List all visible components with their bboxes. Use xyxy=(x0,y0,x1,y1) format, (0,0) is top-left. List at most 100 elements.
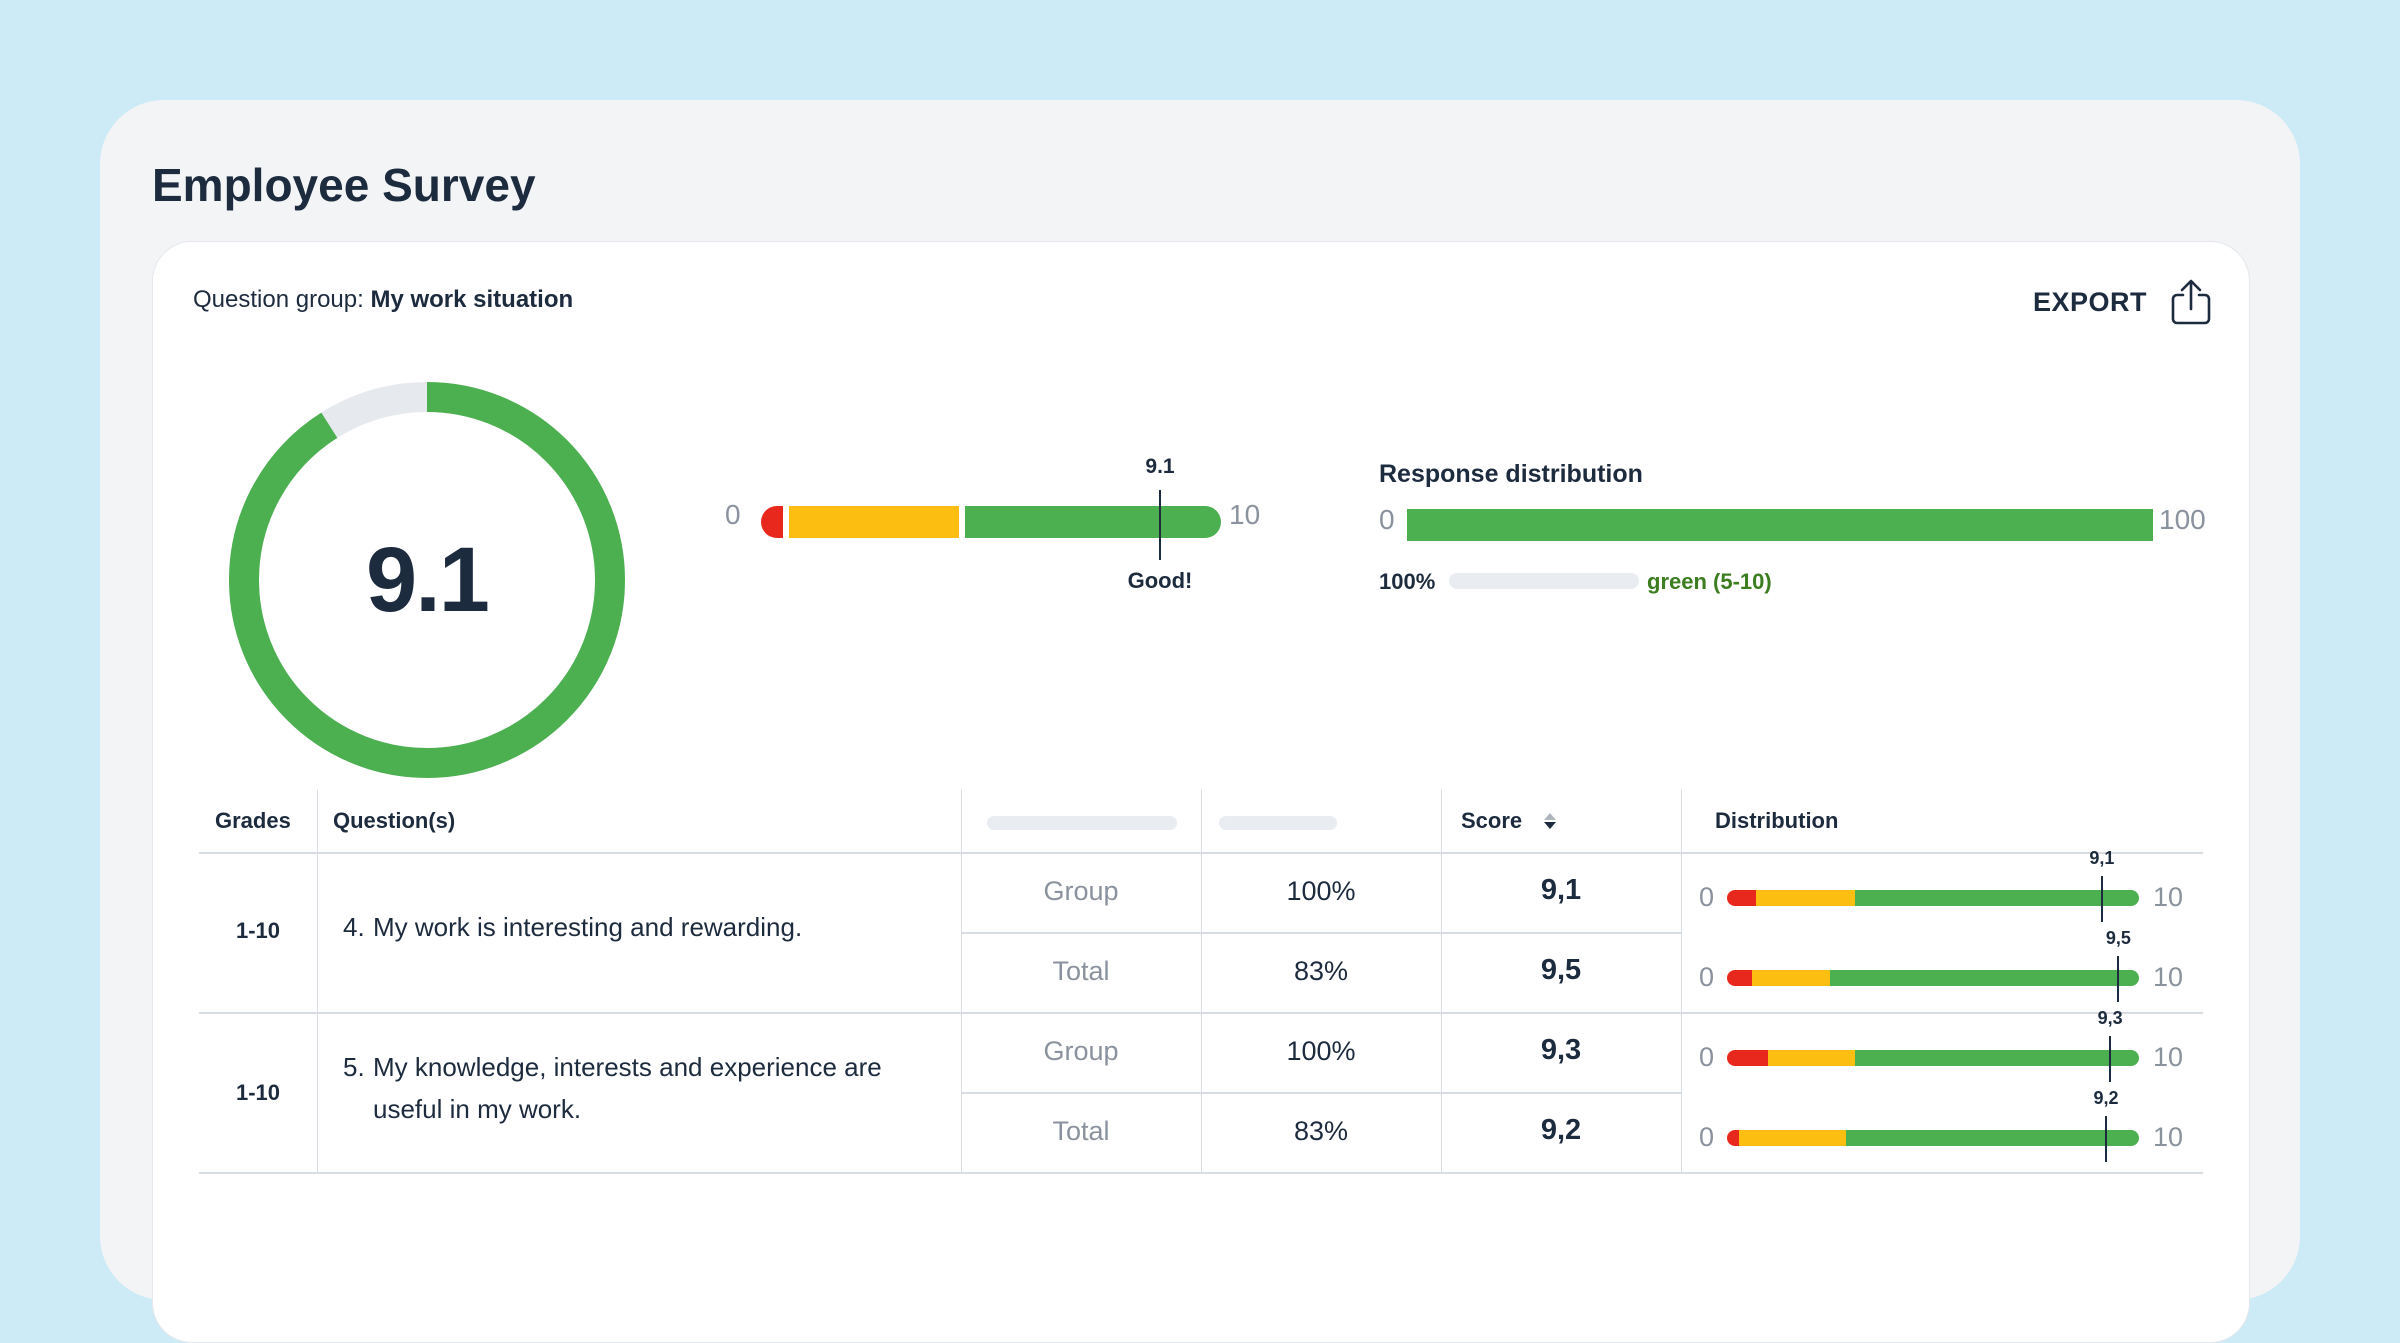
distribution-min-label: 0 xyxy=(1699,962,1715,992)
scale-bar xyxy=(761,506,1221,538)
sort-arrows-icon[interactable] xyxy=(1544,813,1557,829)
distribution-bar xyxy=(1727,970,2139,986)
header-score-label: Score xyxy=(1461,808,1523,833)
header-distribution: Distribution xyxy=(1715,808,1839,833)
question-grades: 1-10 xyxy=(235,918,281,943)
distribution-marker-label: 9,3 xyxy=(2097,1008,2123,1028)
response-distribution-title: Response distribution xyxy=(1379,460,1643,488)
export-button[interactable]: EXPORT xyxy=(2033,278,2213,326)
share-upload-icon xyxy=(2171,279,2211,325)
response-distribution-bar xyxy=(1407,509,2153,541)
distribution-bar xyxy=(1727,1130,2139,1146)
distribution-segment-yellow xyxy=(1768,1050,1855,1066)
column-divider xyxy=(1681,790,1682,1174)
distribution-marker xyxy=(2105,1116,2108,1162)
row-score: 9,5 xyxy=(1540,954,1582,986)
sort-up-arrow-icon xyxy=(1544,813,1557,820)
row-score: 9,3 xyxy=(1540,1034,1582,1066)
scale-max-label: 10 xyxy=(1229,499,1261,530)
donut-score-value: 9.1 xyxy=(366,528,490,631)
distribution-max-label: 10 xyxy=(2153,962,2184,992)
column-divider xyxy=(317,790,318,1174)
row-divider xyxy=(961,932,1681,934)
header-placeholder-1 xyxy=(987,816,1177,830)
response-legend-track xyxy=(1449,573,1639,589)
distribution-segment-red xyxy=(1727,890,1756,906)
response-percent: 100% xyxy=(1379,569,1436,594)
distribution-marker xyxy=(2100,876,2103,922)
donut-svg xyxy=(229,382,625,778)
row-distribution: 9,3 0 10 xyxy=(1699,1008,2189,1082)
row-percent: 100% xyxy=(1286,1036,1356,1066)
row-distribution: 9,1 0 10 xyxy=(1699,848,2189,922)
scale-verdict: Good! xyxy=(1127,568,1193,593)
distribution-segment-green xyxy=(1854,890,2139,906)
distribution-marker-label: 9,1 xyxy=(2089,848,2115,868)
distribution-marker-label: 9,2 xyxy=(2093,1088,2119,1108)
row-divider xyxy=(961,1092,1681,1094)
response-distribution: Response distribution 0 100 100% green (… xyxy=(1379,460,2206,620)
row-percent: 83% xyxy=(1293,956,1349,986)
question-label: My knowledge, interests and experience a… xyxy=(373,1052,882,1124)
score-scale: 9.1 0 10 Good! xyxy=(725,455,1285,615)
distribution-min-label: 0 xyxy=(1699,1042,1715,1072)
header-score[interactable]: Score xyxy=(1461,790,1557,852)
distribution-segment-red xyxy=(1727,1050,1769,1066)
column-divider xyxy=(1201,790,1202,1174)
sort-down-arrow-icon xyxy=(1544,822,1557,829)
question-number: 5. xyxy=(343,1052,365,1082)
header-placeholder-2 xyxy=(1219,816,1337,830)
row-distribution: 9,5 0 10 xyxy=(1699,928,2189,1002)
row-label-total: Total xyxy=(1052,956,1110,986)
question-text: 5. My knowledge, interests and experienc… xyxy=(343,1046,943,1130)
question-text: 4. My work is interesting and rewarding. xyxy=(343,906,943,948)
header-divider xyxy=(199,852,2203,854)
distribution-max-label: 10 xyxy=(2153,882,2184,912)
row-label-total: Total xyxy=(1052,1116,1110,1146)
scale-segment-yellow xyxy=(789,506,959,538)
distribution-segment-green xyxy=(1830,970,2139,986)
row-divider xyxy=(199,1012,2203,1014)
row-percent: 83% xyxy=(1293,1116,1349,1146)
header-grades: Grades xyxy=(215,808,291,833)
distribution-min-label: 0 xyxy=(1699,882,1715,912)
distribution-bar xyxy=(1727,1050,2139,1066)
scale-segment-red xyxy=(761,506,783,538)
column-divider xyxy=(961,790,962,1174)
question-number: 4. xyxy=(343,912,365,942)
scale-marker xyxy=(1159,490,1161,560)
page-title: Employee Survey xyxy=(152,159,536,211)
scale-min-label: 0 xyxy=(725,499,741,530)
donut-score-arc xyxy=(229,382,625,778)
survey-panel: Question group: My work situation EXPORT… xyxy=(152,241,2250,1343)
row-label-group: Group xyxy=(1043,876,1119,906)
questions-table: Grades Question(s) Score Distribution 1-… xyxy=(199,790,2207,1190)
question-group-name: My work situation xyxy=(370,286,574,313)
question-group-prefix: Question group: xyxy=(193,286,364,313)
distribution-max-label: 10 xyxy=(2153,1122,2184,1152)
distribution-marker xyxy=(2117,956,2120,1002)
distribution-segment-red xyxy=(1727,970,1752,986)
distribution-bar xyxy=(1727,890,2139,906)
app-card: Employee Survey Question group: My work … xyxy=(100,100,2300,1343)
distribution-segment-green xyxy=(1854,1050,2139,1066)
score-donut-chart: 9.1 xyxy=(225,378,629,782)
row-distribution: 9,2 0 10 xyxy=(1699,1088,2189,1162)
distribution-marker xyxy=(2109,1036,2112,1082)
distribution-segment-green xyxy=(1846,1130,2139,1146)
column-divider xyxy=(1441,790,1442,1174)
distribution-marker-label: 9,5 xyxy=(2105,928,2131,948)
row-label-group: Group xyxy=(1043,1036,1119,1066)
row-divider xyxy=(199,1172,2203,1174)
distribution-min-label: 0 xyxy=(1699,1122,1715,1152)
question-label: My work is interesting and rewarding. xyxy=(373,912,803,942)
question-grades: 1-10 xyxy=(235,1080,281,1105)
response-legend-green: green (5-10) xyxy=(1647,569,1772,594)
distribution-segment-red xyxy=(1727,1130,1740,1146)
distribution-segment-yellow xyxy=(1755,890,1855,906)
distribution-segment-yellow xyxy=(1739,1130,1847,1146)
scale-segment-green xyxy=(965,506,1221,538)
response-max-label: 100 xyxy=(2159,504,2206,535)
scale-marker-label: 9.1 xyxy=(1145,455,1175,478)
row-score: 9,1 xyxy=(1540,874,1582,906)
